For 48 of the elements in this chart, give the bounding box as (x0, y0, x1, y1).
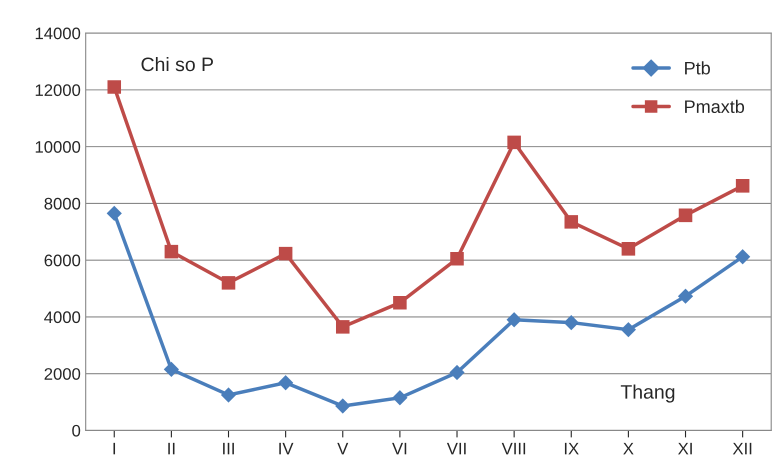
x-tick-label: IX (564, 442, 579, 454)
point (507, 136, 521, 150)
point (736, 179, 750, 193)
point (450, 252, 464, 266)
x-tick-label: II (168, 442, 174, 454)
x-tick-label: IV (279, 442, 294, 454)
annotation: Thang (620, 384, 674, 403)
x-tick-label: XI (678, 442, 692, 454)
point (335, 398, 350, 414)
point (393, 296, 407, 310)
point (164, 244, 178, 258)
x-tick-label: V (337, 442, 348, 454)
point (278, 375, 294, 390)
y-tick-label: 4000 (44, 311, 80, 324)
point (678, 208, 692, 222)
y-tick-label: 10000 (36, 141, 80, 153)
y-tick-label: 2000 (44, 368, 80, 380)
point (450, 365, 464, 380)
point (564, 315, 579, 330)
y-tick-label: 0 (72, 424, 80, 437)
x-tick-label: III (223, 442, 234, 454)
x-tick-label: VII (446, 442, 466, 454)
point (678, 288, 693, 304)
point (622, 242, 636, 256)
legend-label: Pmaxtb (685, 100, 744, 114)
point (621, 322, 636, 338)
point (164, 362, 179, 377)
point (278, 246, 292, 260)
point (392, 390, 408, 406)
x-tick-label: XII (732, 442, 752, 454)
y-tick-label: 6000 (44, 254, 80, 266)
y-tick-label: 12000 (36, 84, 80, 96)
point (221, 388, 236, 402)
legend-label: Ptb (685, 61, 710, 75)
point (106, 206, 122, 221)
point (107, 80, 122, 94)
x-tick-label: I (113, 442, 116, 454)
point (564, 215, 578, 229)
point (735, 249, 750, 264)
x-tick-label: X (623, 442, 634, 454)
x-tick-label: VI (392, 442, 406, 454)
point (222, 276, 236, 290)
y-tick-label: 8000 (44, 198, 80, 210)
y-tick-label: 14000 (36, 28, 80, 40)
annotation: Chi so P (142, 56, 213, 72)
x-tick-label: VIII (502, 442, 526, 454)
point (336, 320, 350, 334)
point (506, 312, 522, 328)
